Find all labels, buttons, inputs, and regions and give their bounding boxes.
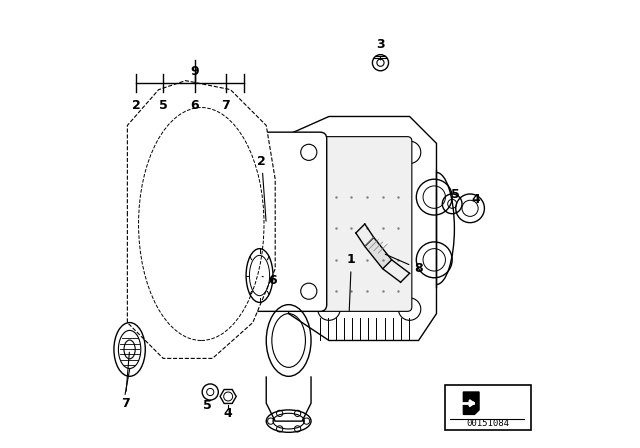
Bar <box>445 385 531 430</box>
Text: 3: 3 <box>376 38 385 60</box>
Text: 5: 5 <box>159 99 168 112</box>
Text: 1: 1 <box>347 253 356 311</box>
Polygon shape <box>220 389 236 404</box>
Text: 00151084: 00151084 <box>467 419 509 428</box>
Polygon shape <box>365 237 392 269</box>
Text: 2: 2 <box>132 99 141 112</box>
Text: 7: 7 <box>121 352 129 410</box>
Text: 2: 2 <box>257 155 266 221</box>
Text: 8: 8 <box>385 254 423 276</box>
Polygon shape <box>289 116 436 340</box>
FancyBboxPatch shape <box>317 137 412 311</box>
Polygon shape <box>463 392 479 414</box>
Text: 6: 6 <box>190 99 199 112</box>
Text: 5: 5 <box>451 188 460 202</box>
FancyBboxPatch shape <box>233 132 327 311</box>
Text: 9: 9 <box>190 65 199 78</box>
Polygon shape <box>127 81 275 358</box>
Text: 6: 6 <box>262 273 277 287</box>
Text: 4: 4 <box>472 193 480 206</box>
Text: 7: 7 <box>221 99 230 112</box>
Text: 4: 4 <box>224 406 232 420</box>
Text: 5: 5 <box>203 399 211 412</box>
